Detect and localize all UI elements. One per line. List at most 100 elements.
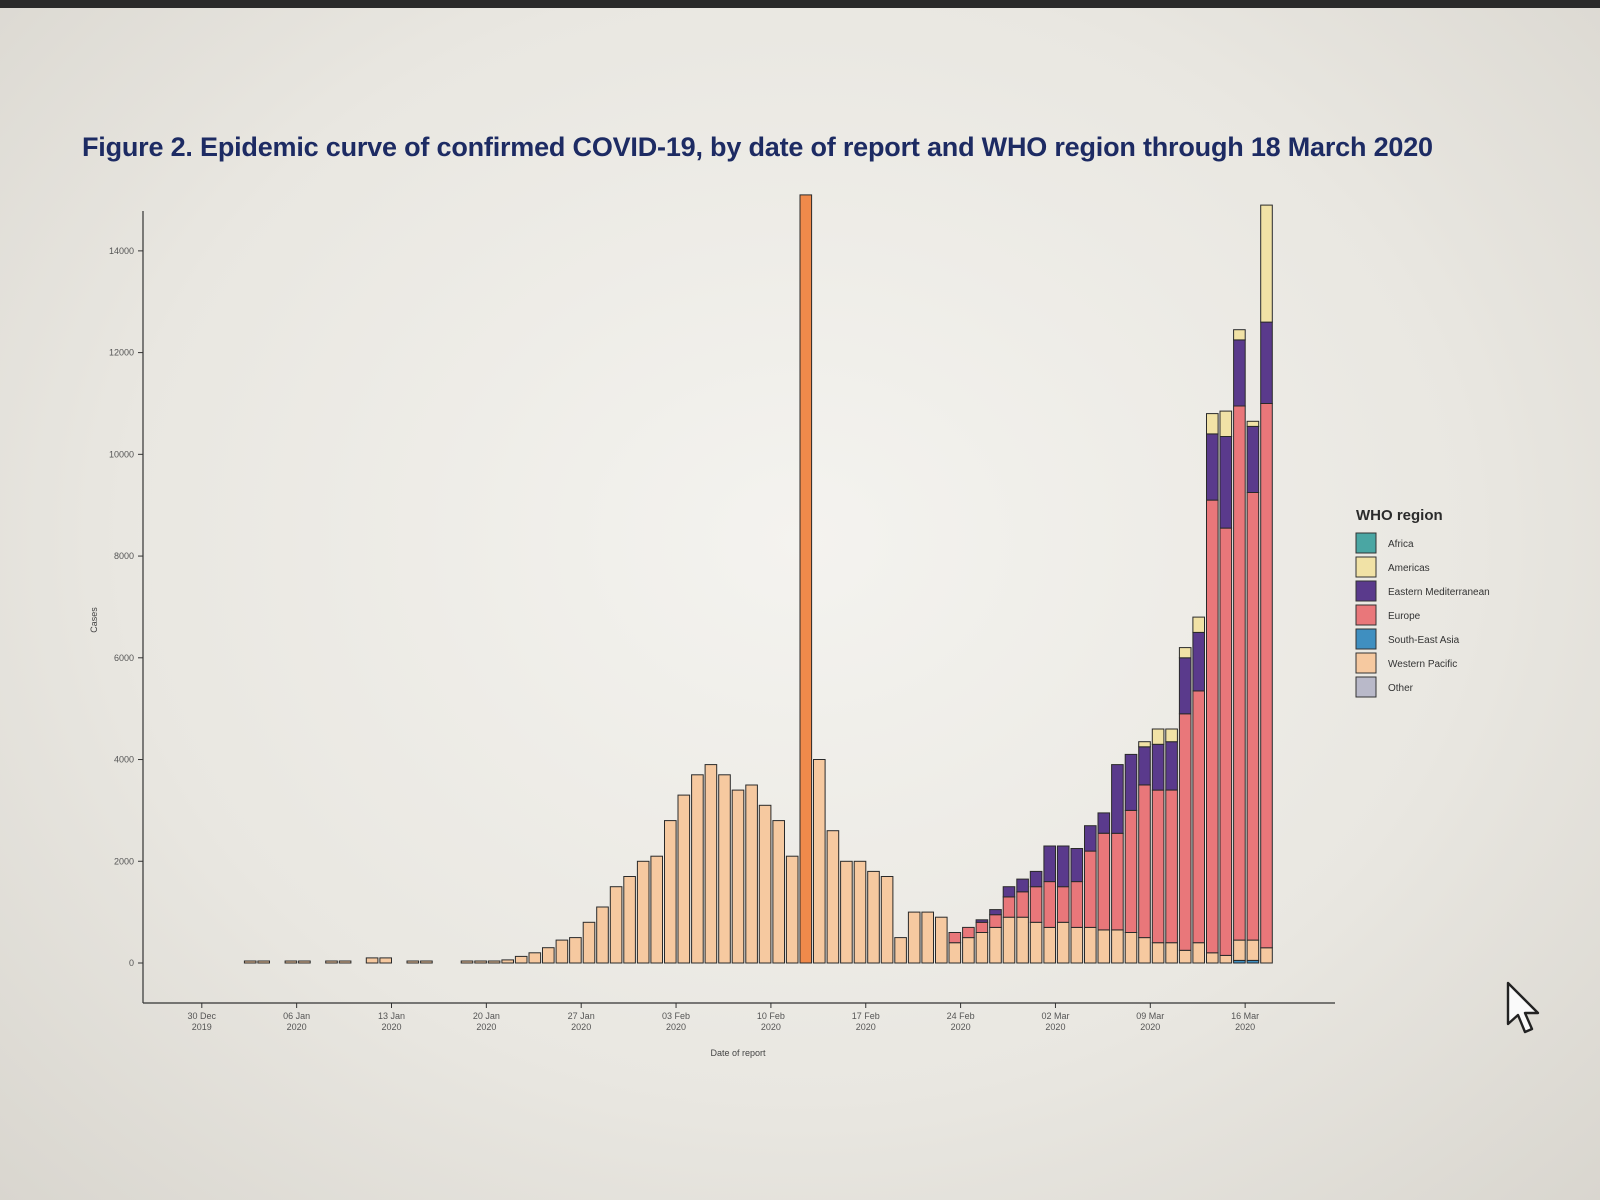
bar-segment-eastern-mediterranean (1029, 870, 1043, 888)
x-tick-label: 09 Mar (1136, 1011, 1164, 1021)
bar-segment-europe (1260, 403, 1273, 949)
legend: WHO region Africa Americas Eastern Mediter… (1355, 507, 1490, 698)
bar-segment-europe (1165, 789, 1178, 944)
bar-segment-western-pacific (609, 886, 623, 964)
x-tick-label-year: 2020 (761, 1022, 781, 1032)
bar-segment-western-pacific (1016, 916, 1029, 964)
bar-segment-western-pacific (826, 830, 840, 964)
legend-swatch-other (1355, 676, 1377, 698)
bar-segment-eastern-mediterranean (1056, 845, 1070, 888)
bar-segment-europe (1056, 886, 1070, 923)
bar-segment-western-pacific (785, 855, 799, 964)
x-tick-label-year: 2020 (381, 1022, 401, 1032)
y-axis-label: Cases (89, 607, 99, 633)
bar-segment-western-pacific (1043, 926, 1057, 964)
bar-segment-americas (1206, 413, 1219, 435)
bar-segment-western-pacific (1219, 954, 1233, 964)
bar-segment-western-pacific (894, 937, 907, 964)
x-tick-label: 27 Jan (568, 1011, 595, 1021)
bar-segment-western-pacific (542, 947, 555, 964)
bar-segment-europe (948, 932, 962, 944)
bar-segment-western-pacific (325, 960, 338, 964)
bar-segment-western-pacific (338, 960, 352, 964)
bar-segment-western-pacific (975, 932, 989, 964)
bar-segment-western-pacific (528, 952, 542, 964)
bar-segment-western-pacific (569, 937, 582, 964)
bar-segment-europe (1178, 713, 1192, 951)
bar-segment-western-pacific (298, 960, 311, 964)
bar-segment-americas (1246, 420, 1260, 427)
bar-series (243, 194, 1273, 964)
x-tick-label: 16 Mar (1231, 1011, 1259, 1021)
bar-segment-europe (989, 914, 1002, 928)
bar-segment-western-pacific (1029, 921, 1043, 964)
bar-segment-europe (1002, 896, 1016, 918)
bar-segment-western-pacific (284, 960, 298, 964)
bar-segment-western-pacific (677, 794, 691, 964)
legend-swatch-eastern-mediterranean (1355, 580, 1377, 602)
bar-segment-americas (1260, 204, 1273, 323)
x-tick-label-year: 2020 (1235, 1022, 1255, 1032)
x-tick-label-year: 2020 (1045, 1022, 1065, 1032)
y-tick-label: 10000 (109, 449, 134, 459)
x-tick-label: 03 Feb (662, 1011, 690, 1021)
bar-segment-americas (1192, 616, 1206, 633)
bar-segment-eastern-mediterranean (1124, 753, 1138, 811)
bar-segment-eastern-mediterranean (1043, 845, 1057, 883)
bar-segment-western-pacific (1192, 942, 1206, 964)
bar-segment-eastern-mediterranean (1016, 878, 1029, 893)
monitor-bezel (0, 0, 1600, 8)
bar-segment-western-pacific (921, 911, 935, 964)
y-tick-label: 4000 (114, 755, 134, 765)
x-tick-label-year: 2020 (476, 1022, 496, 1032)
bar-segment-western-pacific (487, 960, 501, 964)
bar-segment-western-pacific (1165, 942, 1178, 964)
bar-segment-eastern-mediterranean (1084, 825, 1097, 852)
bar-segment-eastern-mediterranean (975, 919, 989, 923)
y-tick-label: 6000 (114, 653, 134, 663)
bar-segment-europe (1219, 527, 1233, 956)
bar-segment-europe (1097, 832, 1111, 931)
bar-segment-western-pacific (813, 759, 826, 964)
bar-segment-western-pacific (731, 789, 745, 964)
bar-segment-eastern-mediterranean (1002, 886, 1016, 898)
bar-segment-eastern-mediterranean (1070, 848, 1084, 883)
bar-segment-eastern-mediterranean (1178, 657, 1192, 715)
bar-segment-europe (1192, 690, 1206, 944)
bar-segment-western-pacific (1111, 929, 1124, 964)
x-tick-label: 17 Feb (852, 1011, 880, 1021)
bar-segment-western-pacific (772, 820, 786, 964)
legend-label: Other (1388, 683, 1414, 694)
bar-segment-western-pacific (420, 960, 433, 964)
y-axis-ticks: 0 2000 4000 6000 8000 10000 12000 14000 (109, 246, 143, 968)
bar-segment-americas (1151, 728, 1165, 745)
bar-segment-western-pacific (243, 960, 257, 964)
legend-swatch-americas (1355, 556, 1377, 578)
x-tick-label: 20 Jan (473, 1011, 500, 1021)
bar-segment-western-pacific (379, 957, 392, 964)
legend-swatch-south-east-asia (1355, 628, 1377, 650)
chart-axes (142, 211, 1335, 1004)
figure-title: Figure 2. Epidemic curve of confirmed CO… (82, 132, 1433, 162)
bar-segment-western-pacific (636, 860, 650, 964)
bar-segment-western-pacific (1178, 949, 1192, 964)
bar-segment-eastern-mediterranean (1206, 433, 1219, 501)
bar-segment-western-pacific (555, 939, 569, 964)
bar-segment-western-pacific (704, 764, 718, 964)
legend-label: Europe (1388, 611, 1421, 622)
bar-segment-eastern-mediterranean (1165, 741, 1178, 791)
bar-segment-western-pacific (799, 194, 813, 964)
bar-segment-europe (1070, 881, 1084, 928)
bar-segment-europe (1016, 891, 1029, 918)
mouse-pointer-icon (1506, 981, 1540, 1034)
bar-segment-europe (1206, 499, 1219, 954)
bar-segment-europe (1151, 789, 1165, 944)
legend-label: South-East Asia (1388, 635, 1460, 646)
bar-segment-western-pacific (257, 960, 270, 964)
bar-segment-western-pacific (853, 860, 867, 964)
bar-segment-europe (1124, 809, 1138, 934)
bar-segment-western-pacific (1097, 929, 1111, 964)
bar-segment-western-pacific (840, 860, 853, 964)
bar-segment-europe (1029, 886, 1043, 923)
